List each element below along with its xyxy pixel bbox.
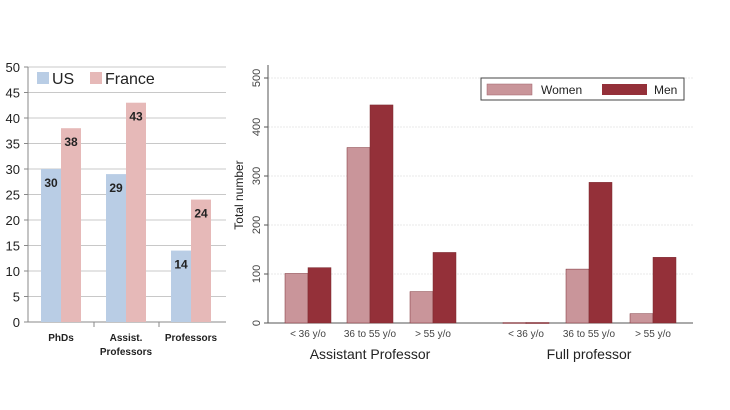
y-tick-label: 10 bbox=[6, 264, 20, 279]
x-tick-label: > 55 y/o bbox=[415, 329, 451, 340]
legend-label-women: Women bbox=[541, 83, 582, 97]
legend-label-men: Men bbox=[654, 83, 677, 97]
data-label: 30 bbox=[44, 176, 58, 190]
x-tick-label: > 55 y/o bbox=[635, 329, 671, 340]
x-tick-label: < 36 y/o bbox=[290, 329, 326, 340]
y-tick-label: 200 bbox=[251, 216, 263, 234]
y-tick-label: 50 bbox=[6, 60, 20, 75]
x-tick-label: 36 to 55 y/o bbox=[563, 329, 616, 340]
bar-women bbox=[346, 147, 371, 324]
y-tick-label: 300 bbox=[251, 167, 263, 185]
x-tick-label: PhDs bbox=[48, 333, 74, 344]
y-tick-label: 15 bbox=[6, 239, 20, 254]
bar-france bbox=[126, 102, 146, 322]
y-tick-label: 20 bbox=[6, 213, 20, 228]
bar-men bbox=[652, 257, 677, 324]
y-tick-label: 35 bbox=[6, 137, 20, 152]
legend-swatch-women bbox=[486, 83, 533, 96]
y-axis-title: Total number bbox=[232, 160, 246, 229]
bar-women bbox=[565, 268, 590, 324]
right-chart: 0 100 200 300 400 500 Total number < 36 y/o 36 t… bbox=[232, 65, 693, 362]
y-tick-label: 100 bbox=[251, 265, 263, 283]
y-tick-label: 5 bbox=[13, 290, 20, 305]
data-label: 24 bbox=[194, 207, 208, 221]
bar-us bbox=[41, 169, 61, 322]
bar-men bbox=[432, 252, 457, 324]
x-tick-label: Professors bbox=[100, 347, 153, 358]
x-tick-label: Professors bbox=[165, 333, 218, 344]
group-label: Full professor bbox=[547, 346, 632, 362]
y-tick-label: 25 bbox=[6, 188, 20, 203]
data-label: 29 bbox=[109, 181, 123, 195]
bar-women bbox=[409, 291, 434, 324]
bar-women bbox=[629, 313, 654, 324]
left-chart: 0 5 10 15 20 25 30 35 40 45 50 30 38 PhDs 29 43 Assist. P… bbox=[6, 60, 226, 358]
legend-label-us: US bbox=[52, 71, 74, 88]
legend-swatch-men bbox=[602, 84, 647, 95]
bar-women bbox=[284, 273, 309, 324]
bar-men bbox=[588, 182, 613, 324]
bar-women bbox=[502, 322, 527, 324]
bar-men bbox=[525, 322, 550, 324]
x-tick-label: Assist. bbox=[110, 333, 143, 344]
bar-men bbox=[369, 104, 394, 324]
legend-label-france: France bbox=[105, 71, 155, 88]
x-tick-label: 36 to 55 y/o bbox=[344, 329, 397, 340]
y-tick-label: 30 bbox=[6, 162, 20, 177]
x-tick-label: < 36 y/o bbox=[508, 329, 544, 340]
y-tick-label: 45 bbox=[6, 86, 20, 101]
bar-us bbox=[106, 174, 126, 322]
group-label: Assistant Professor bbox=[310, 346, 431, 362]
legend-swatch-us bbox=[37, 72, 49, 84]
legend-swatch-france bbox=[90, 72, 102, 84]
data-label: 14 bbox=[174, 258, 188, 272]
data-label: 38 bbox=[64, 135, 78, 149]
bar-us bbox=[171, 250, 191, 322]
bar-men bbox=[307, 267, 332, 324]
data-label: 43 bbox=[129, 110, 143, 124]
y-tick-label: 500 bbox=[251, 69, 263, 87]
bar-france bbox=[191, 199, 211, 322]
y-tick-label: 0 bbox=[13, 315, 20, 330]
bar-france bbox=[61, 128, 81, 322]
y-tick-label: 40 bbox=[6, 111, 20, 126]
y-tick-label: 0 bbox=[251, 320, 263, 326]
y-tick-label: 400 bbox=[251, 118, 263, 136]
